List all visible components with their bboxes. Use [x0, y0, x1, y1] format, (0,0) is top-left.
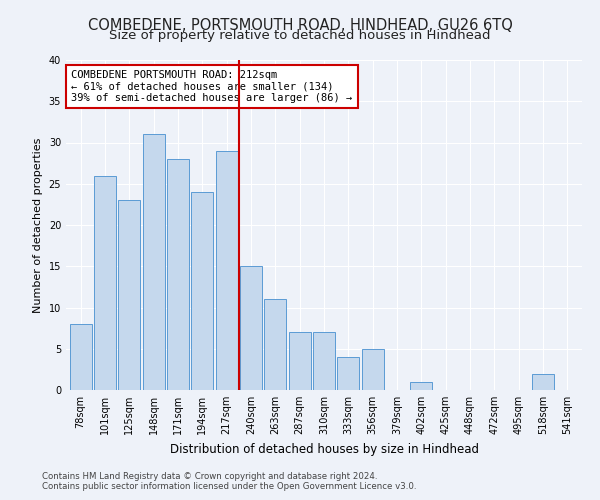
- Y-axis label: Number of detached properties: Number of detached properties: [33, 138, 43, 312]
- Text: COMBEDENE PORTSMOUTH ROAD: 212sqm
← 61% of detached houses are smaller (134)
39%: COMBEDENE PORTSMOUTH ROAD: 212sqm ← 61% …: [71, 70, 352, 103]
- Bar: [191, 192, 213, 390]
- X-axis label: Distribution of detached houses by size in Hindhead: Distribution of detached houses by size …: [170, 442, 479, 456]
- Text: Contains HM Land Registry data © Crown copyright and database right 2024.: Contains HM Land Registry data © Crown c…: [42, 472, 377, 481]
- Bar: [410, 382, 433, 390]
- Bar: [215, 151, 238, 390]
- Text: Contains public sector information licensed under the Open Government Licence v3: Contains public sector information licen…: [42, 482, 416, 491]
- Text: Size of property relative to detached houses in Hindhead: Size of property relative to detached ho…: [109, 29, 491, 42]
- Bar: [313, 332, 335, 390]
- Bar: [240, 266, 262, 390]
- Bar: [289, 332, 311, 390]
- Bar: [118, 200, 140, 390]
- Bar: [532, 374, 554, 390]
- Bar: [94, 176, 116, 390]
- Bar: [362, 349, 383, 390]
- Text: COMBEDENE, PORTSMOUTH ROAD, HINDHEAD, GU26 6TQ: COMBEDENE, PORTSMOUTH ROAD, HINDHEAD, GU…: [88, 18, 512, 32]
- Bar: [167, 159, 189, 390]
- Bar: [143, 134, 164, 390]
- Bar: [337, 357, 359, 390]
- Bar: [70, 324, 92, 390]
- Bar: [265, 299, 286, 390]
